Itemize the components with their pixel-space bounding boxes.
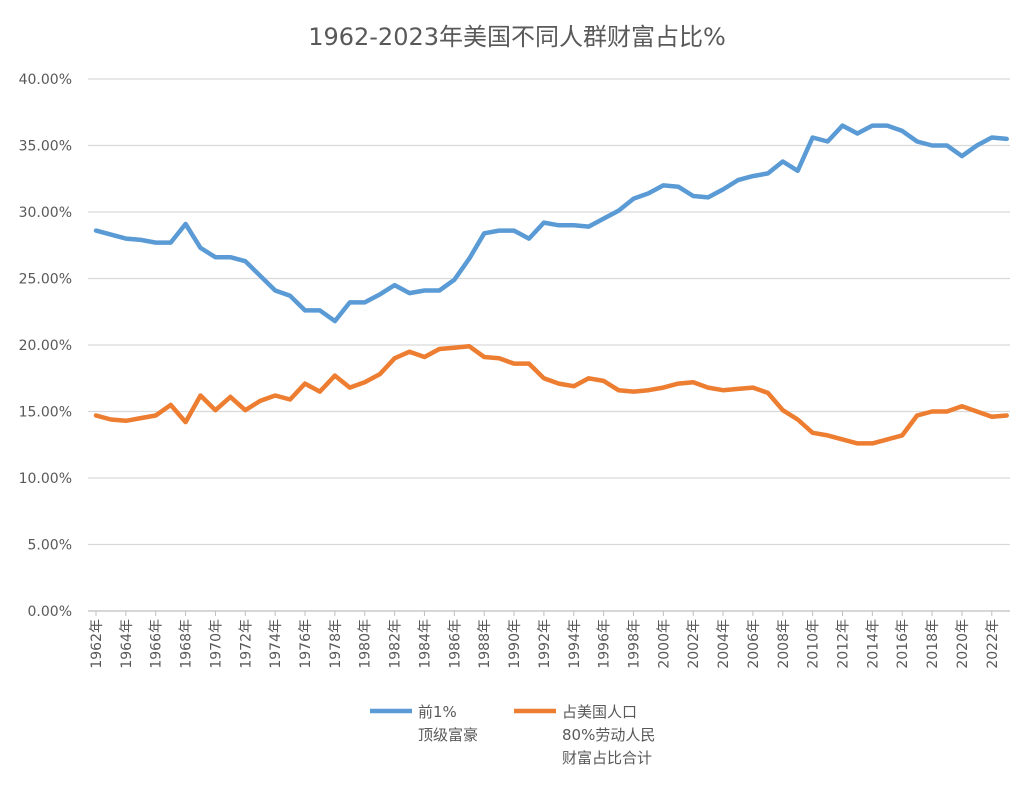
x-tick-label: 2022年 [985, 619, 1001, 669]
x-tick-label: 2000年 [656, 619, 672, 669]
x-tick-label: 1974年 [268, 619, 284, 669]
x-tick-label: 1970年 [208, 619, 224, 669]
legend-label: 财富占比合计 [562, 749, 652, 767]
x-tick-label: 1994年 [567, 619, 583, 669]
y-tick-label: 20.00% [19, 338, 72, 354]
y-tick-label: 0.00% [28, 604, 72, 620]
x-tick-label: 1968年 [179, 619, 195, 669]
x-tick-label: 2008年 [776, 619, 792, 669]
x-tick-label: 1980年 [358, 619, 374, 669]
series-line-1 [93, 344, 1009, 446]
x-tick-label: 1992年 [537, 619, 553, 669]
legend-label: 占美国人口 [562, 703, 637, 721]
x-tick-label: 2018年 [925, 619, 941, 669]
x-tick-label: 1990年 [507, 619, 523, 669]
legend-item-0: 前1% 顶级富豪 [370, 703, 478, 744]
x-tick-label: 1962年 [89, 619, 105, 669]
x-tick-label: 2004年 [716, 619, 732, 669]
x-tick-label: 1986年 [447, 619, 463, 669]
y-tick-label: 15.00% [19, 405, 72, 421]
x-tick-label: 1988年 [477, 619, 493, 669]
x-tick-label: 1972年 [238, 619, 254, 669]
y-tick-label: 35.00% [19, 139, 72, 155]
x-tick-label: 1996年 [597, 619, 613, 669]
y-tick-label: 30.00% [19, 205, 72, 221]
y-tick-label: 10.00% [19, 471, 72, 487]
y-tick-label: 5.00% [28, 538, 72, 554]
x-tick-label: 2020年 [955, 619, 971, 669]
legend-label: 顶级富豪 [418, 726, 478, 744]
x-tick-label: 1982年 [388, 619, 404, 669]
y-tick-label: 40.00% [19, 72, 72, 88]
y-tick-label: 25.00% [19, 272, 72, 288]
x-tick-label: 2002年 [686, 619, 702, 669]
chart-title: 1962-2023年美国不同人群财富占比% [308, 23, 726, 51]
x-tick-label: 1984年 [417, 619, 433, 669]
x-tick-label: 2012年 [836, 619, 852, 669]
x-tick-label: 1998年 [626, 619, 642, 669]
x-tick-label: 2014年 [865, 619, 881, 669]
x-tick-label: 1964年 [119, 619, 135, 669]
legend-label: 80%劳动人民 [562, 726, 655, 744]
x-tick-label: 2006年 [746, 619, 762, 669]
x-tick-label: 2010年 [806, 619, 822, 669]
series-line-0 [93, 123, 1009, 324]
x-tick-label: 1966年 [149, 619, 165, 669]
x-tick-label: 2016年 [895, 619, 911, 669]
x-tick-label: 1976年 [298, 619, 314, 669]
x-tick-label: 1978年 [328, 619, 344, 669]
legend-label: 前1% [418, 703, 457, 721]
